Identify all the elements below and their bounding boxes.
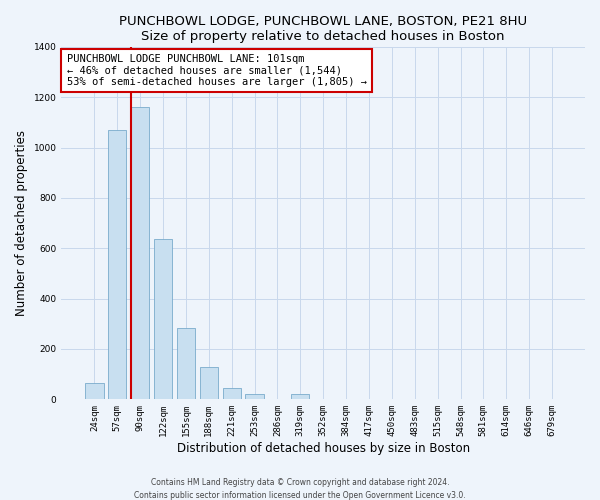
Bar (131, 108, 149, 400)
Title: PUNCHBOWL LODGE, PUNCHBOWL LANE, BOSTON, PE21 8HU
Size of property relative to d: PUNCHBOWL LODGE, PUNCHBOWL LANE, BOSTON,… (119, 15, 527, 43)
Bar (223, 388, 241, 400)
Bar (85, 383, 104, 400)
Bar (154, 240, 172, 400)
Bar (108, 130, 127, 400)
Bar (291, 394, 310, 400)
Bar (177, 328, 195, 400)
Text: Contains HM Land Registry data © Crown copyright and database right 2024.
Contai: Contains HM Land Registry data © Crown c… (134, 478, 466, 500)
Bar (245, 394, 264, 400)
X-axis label: Distribution of detached houses by size in Boston: Distribution of detached houses by size … (176, 442, 470, 455)
Bar (200, 366, 218, 400)
Text: PUNCHBOWL LODGE PUNCHBOWL LANE: 101sqm
← 46% of detached houses are smaller (1,5: PUNCHBOWL LODGE PUNCHBOWL LANE: 101sqm ←… (67, 54, 367, 87)
Y-axis label: Number of detached properties: Number of detached properties (15, 130, 28, 316)
